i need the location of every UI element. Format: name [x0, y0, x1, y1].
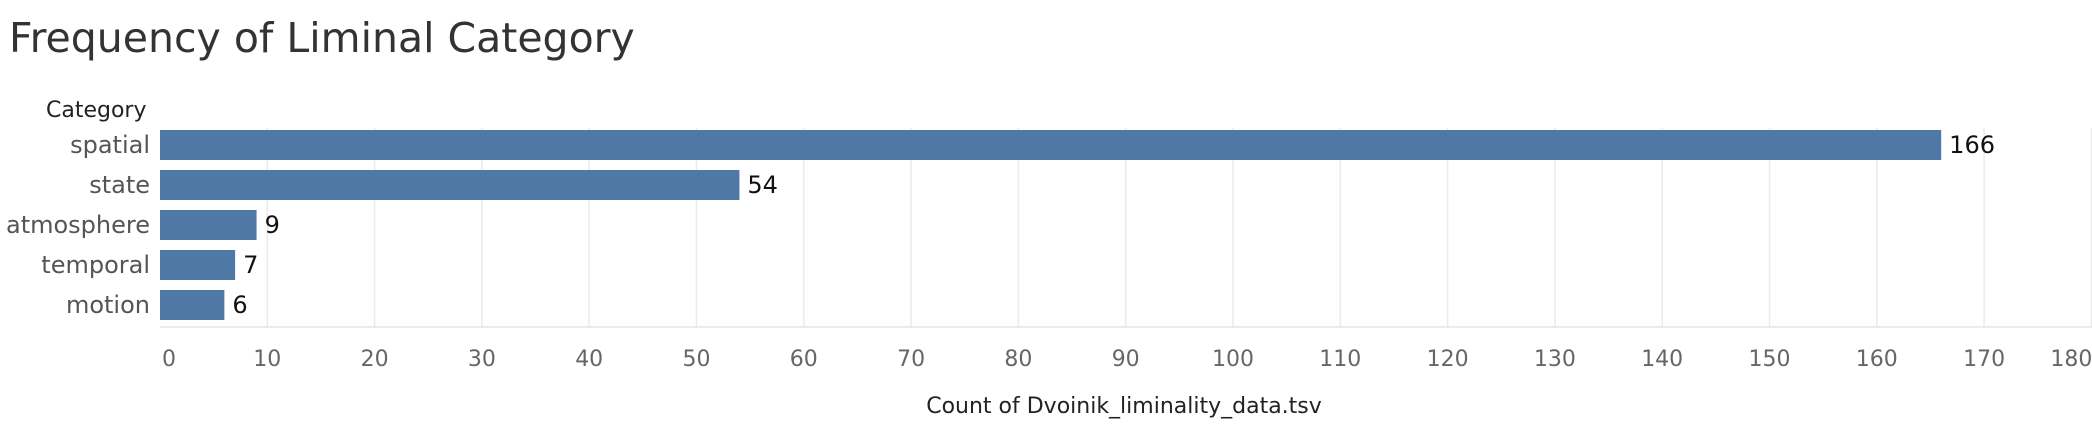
x-tick-label: 50 — [683, 347, 711, 372]
x-tick-label: 180 — [2050, 347, 2092, 372]
x-tick-label: 140 — [1641, 347, 1683, 372]
bars — [160, 130, 1942, 320]
x-tick-label: 70 — [897, 347, 925, 372]
category-label-spatial: spatial — [70, 131, 150, 159]
category-label-temporal: temporal — [41, 251, 150, 279]
x-axis-title: Count of Dvoinik_liminality_data.tsv — [926, 394, 1322, 419]
data-label-motion: 6 — [232, 291, 247, 319]
data-label-temporal: 7 — [243, 251, 258, 279]
x-tick-label: 100 — [1212, 347, 1254, 372]
gridlines — [266, 128, 2092, 327]
data-labels: 166 54 97 6 — [232, 131, 1995, 319]
x-tick-label: 30 — [468, 347, 496, 372]
row-header: Category — [46, 98, 147, 123]
category-label-motion: motion — [66, 291, 150, 319]
x-tick-label: 150 — [1749, 347, 1791, 372]
x-tick-label: 40 — [575, 347, 603, 372]
category-label-state: state — [89, 171, 150, 199]
data-label-state: 54 — [747, 171, 778, 199]
bar-spatial — [160, 130, 1942, 160]
data-label-spatial: 166 — [1949, 131, 1995, 159]
data-label-atmosphere: 9 — [265, 211, 280, 239]
bar-motion — [160, 290, 225, 320]
x-tick-label: 120 — [1427, 347, 1469, 372]
bar-atmosphere — [160, 210, 257, 240]
x-tick-label: 0 — [162, 347, 176, 372]
x-tick-label: 60 — [790, 347, 818, 372]
category-labels: spatial state atmosphere temporal motion — [6, 131, 150, 319]
x-tick-labels: 0 10 20 30 40 50 60 70 80 90 100 110 120 130 140 150 160… — [162, 347, 2092, 372]
x-tick-label: 90 — [1112, 347, 1140, 372]
x-tick-label: 20 — [361, 347, 389, 372]
x-tick-label: 110 — [1319, 347, 1361, 372]
x-tick-label: 160 — [1856, 347, 1898, 372]
x-tick-label: 10 — [253, 347, 281, 372]
x-tick-label: 80 — [1004, 347, 1032, 372]
bar-temporal — [160, 250, 236, 280]
chart-title: Frequency of Liminal Category — [9, 14, 635, 62]
bar-state — [160, 170, 740, 200]
category-label-atmosphere: atmosphere — [6, 211, 150, 239]
x-tick-label: 170 — [1963, 347, 2005, 372]
x-tick-label: 130 — [1534, 347, 1576, 372]
